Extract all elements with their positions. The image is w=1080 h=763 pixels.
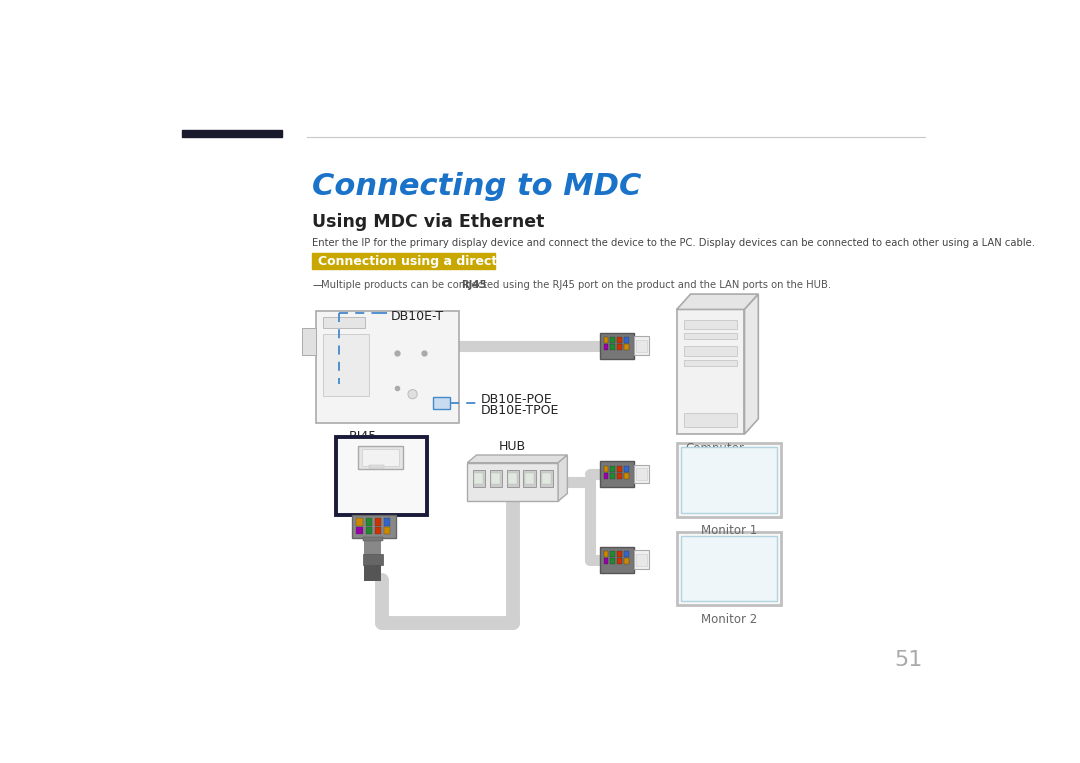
Text: DB10E-TPOE: DB10E-TPOE — [481, 404, 558, 417]
Bar — [599, 461, 634, 488]
Bar — [618, 473, 622, 479]
Bar — [685, 333, 737, 339]
Bar — [352, 515, 396, 538]
Bar — [624, 559, 629, 565]
Bar — [604, 559, 608, 565]
Bar — [316, 311, 459, 423]
Bar — [473, 471, 485, 488]
Bar — [636, 468, 647, 481]
Bar — [323, 317, 365, 328]
Bar — [362, 449, 399, 465]
Bar — [433, 398, 450, 409]
Bar — [604, 465, 608, 472]
Bar — [624, 465, 629, 472]
Bar — [368, 465, 384, 468]
Bar — [375, 518, 381, 526]
Bar — [624, 551, 629, 558]
Bar — [599, 546, 634, 573]
Bar — [366, 526, 372, 534]
Bar — [384, 526, 390, 534]
Bar — [618, 337, 622, 343]
Bar — [364, 565, 381, 581]
Bar — [634, 336, 649, 355]
Polygon shape — [677, 294, 758, 310]
Bar — [610, 465, 616, 472]
Bar — [364, 541, 381, 580]
Bar — [636, 340, 647, 352]
Polygon shape — [468, 455, 567, 462]
Bar — [508, 473, 517, 485]
Bar — [610, 344, 616, 350]
Text: Using MDC via Ethernet: Using MDC via Ethernet — [312, 213, 545, 231]
Bar — [356, 526, 363, 534]
Bar — [181, 130, 282, 137]
Bar — [634, 550, 649, 569]
Bar — [677, 310, 744, 434]
Bar — [685, 413, 737, 427]
Bar — [356, 518, 363, 526]
Bar — [624, 344, 629, 350]
Bar — [685, 320, 737, 330]
Polygon shape — [744, 294, 758, 434]
Bar — [375, 526, 381, 534]
Bar — [336, 436, 428, 515]
Bar — [599, 333, 634, 359]
Text: Enter the IP for the primary display device and connect the device to the PC. Di: Enter the IP for the primary display dev… — [312, 238, 1036, 248]
Text: DB10E-POE: DB10E-POE — [481, 394, 552, 407]
Bar — [618, 344, 622, 350]
Bar — [685, 346, 737, 356]
Bar — [604, 337, 608, 343]
Bar — [366, 518, 372, 526]
Bar — [542, 473, 551, 485]
Bar — [610, 473, 616, 479]
Text: —: — — [312, 280, 323, 290]
Circle shape — [408, 390, 417, 399]
Text: DB10E-T: DB10E-T — [391, 311, 444, 324]
Bar — [604, 551, 608, 558]
Bar — [323, 334, 368, 396]
Bar — [618, 551, 622, 558]
Bar — [604, 344, 608, 350]
Bar — [474, 473, 484, 485]
Bar — [610, 559, 616, 565]
Text: HUB: HUB — [499, 439, 526, 452]
Bar — [489, 471, 502, 488]
Text: Monitor 2: Monitor 2 — [701, 613, 757, 626]
Bar — [525, 473, 535, 485]
Bar — [524, 471, 536, 488]
Bar — [384, 518, 390, 526]
Bar — [677, 443, 781, 517]
Bar — [624, 337, 629, 343]
Text: RJ45: RJ45 — [349, 430, 377, 443]
Bar — [357, 446, 403, 468]
Bar — [618, 465, 622, 472]
Bar — [624, 473, 629, 479]
Polygon shape — [558, 455, 567, 501]
Bar — [491, 473, 500, 485]
Bar — [610, 551, 616, 558]
Text: Multiple products can be connected using the RJ45 port on the product and the LA: Multiple products can be connected using… — [321, 280, 832, 290]
Bar — [363, 554, 382, 565]
Text: Connection using a direct LAN cable: Connection using a direct LAN cable — [318, 255, 571, 268]
Text: 51: 51 — [894, 650, 923, 670]
Bar — [302, 328, 316, 355]
Bar — [363, 537, 382, 541]
Bar — [618, 559, 622, 565]
Bar — [634, 465, 649, 484]
Text: Connecting to MDC: Connecting to MDC — [312, 172, 642, 201]
Bar — [685, 360, 737, 366]
Bar — [680, 536, 777, 601]
Bar — [312, 253, 495, 269]
Bar — [468, 462, 558, 501]
Text: Computer: Computer — [686, 442, 744, 455]
Text: Monitor 1: Monitor 1 — [701, 524, 757, 537]
Bar — [680, 447, 777, 513]
Text: RJ45: RJ45 — [461, 280, 487, 290]
Bar — [677, 532, 781, 605]
Bar — [507, 471, 518, 488]
Bar — [540, 471, 553, 488]
Bar — [636, 554, 647, 566]
Bar — [604, 473, 608, 479]
Bar — [610, 337, 616, 343]
